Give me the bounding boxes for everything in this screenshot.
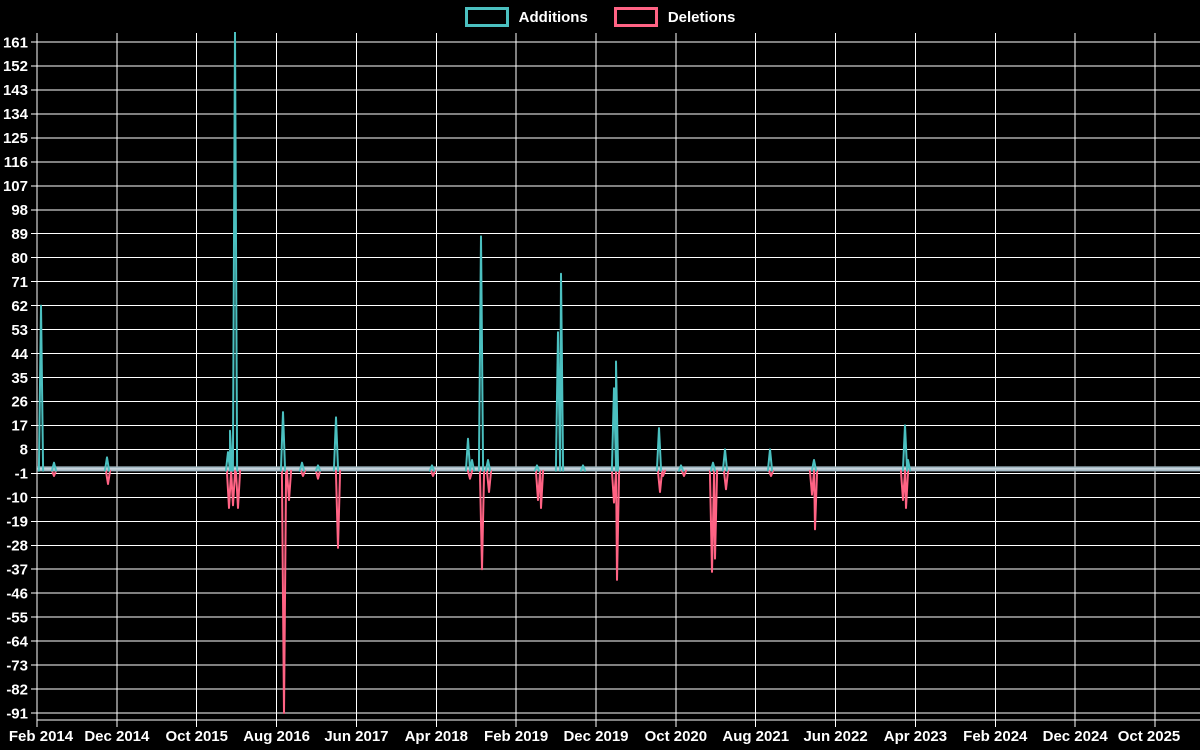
y-axis-label: -73 — [6, 657, 28, 674]
y-axis-label: 161 — [3, 34, 28, 51]
additions-line-series — [37, 32, 912, 472]
y-axis-label: 80 — [11, 250, 28, 267]
y-axis-label: 53 — [11, 322, 28, 339]
y-axis-label: -28 — [6, 538, 28, 555]
x-axis-label: Aug 2016 — [243, 728, 310, 745]
y-axis-label: -91 — [6, 705, 28, 722]
deletions-line-series — [50, 469, 910, 714]
y-axis-label: 8 — [20, 442, 28, 459]
x-axis-label: Apr 2023 — [884, 728, 947, 745]
additions-legend-label: Additions — [518, 8, 588, 26]
y-axis-label: 89 — [11, 226, 28, 243]
y-axis-label: 134 — [3, 106, 29, 123]
y-axis-label: 62 — [11, 298, 28, 315]
x-axis-label: Jun 2022 — [803, 728, 867, 745]
y-axis-label: -55 — [6, 609, 28, 626]
y-axis-label: 116 — [4, 154, 28, 171]
x-axis-label: Feb 2024 — [963, 728, 1028, 745]
y-axis-label: -37 — [6, 561, 28, 578]
x-axis-label: Jun 2017 — [324, 728, 388, 745]
x-axis-label: Apr 2018 — [405, 728, 468, 745]
x-axis-label: Dec 2024 — [1043, 728, 1109, 745]
x-axis-label: Oct 2020 — [645, 728, 708, 745]
y-axis-label: -64 — [6, 633, 28, 650]
x-axis-label: Dec 2014 — [84, 728, 150, 745]
y-axis-label: 98 — [11, 202, 28, 219]
x-axis-label: Oct 2015 — [165, 728, 228, 745]
y-axis-label: 152 — [3, 58, 28, 75]
deletions-legend-label: Deletions — [667, 8, 736, 26]
y-axis-label: -19 — [6, 514, 28, 531]
x-axis-label: Aug 2021 — [722, 728, 789, 745]
legend-item-deletions[interactable]: Deletions — [613, 7, 736, 27]
chart-legend: Additions Deletions — [0, 7, 1200, 27]
x-axis-label: Feb 2014 — [9, 728, 74, 745]
y-axis-label: 35 — [11, 370, 28, 387]
y-axis-label: 107 — [3, 178, 28, 195]
x-axis-label: Oct 2025 — [1118, 728, 1181, 745]
y-axis-label: 17 — [11, 418, 28, 435]
y-axis-label: -46 — [6, 585, 28, 602]
y-axis-label: 71 — [11, 274, 28, 291]
x-axis-label: Feb 2019 — [484, 728, 548, 745]
y-axis-label: -82 — [6, 681, 28, 698]
x-axis-label: Dec 2019 — [563, 728, 628, 745]
y-axis-label: 125 — [3, 130, 28, 147]
deletions-legend-swatch-icon — [613, 7, 658, 27]
y-axis-label: 143 — [3, 82, 28, 99]
y-axis-label: -1 — [15, 466, 28, 483]
y-axis-label: 26 — [11, 394, 28, 411]
additions-legend-swatch-icon — [464, 7, 509, 27]
y-axis-label: -10 — [6, 490, 28, 507]
legend-item-additions[interactable]: Additions — [464, 7, 588, 27]
y-axis-label: 44 — [11, 346, 28, 363]
